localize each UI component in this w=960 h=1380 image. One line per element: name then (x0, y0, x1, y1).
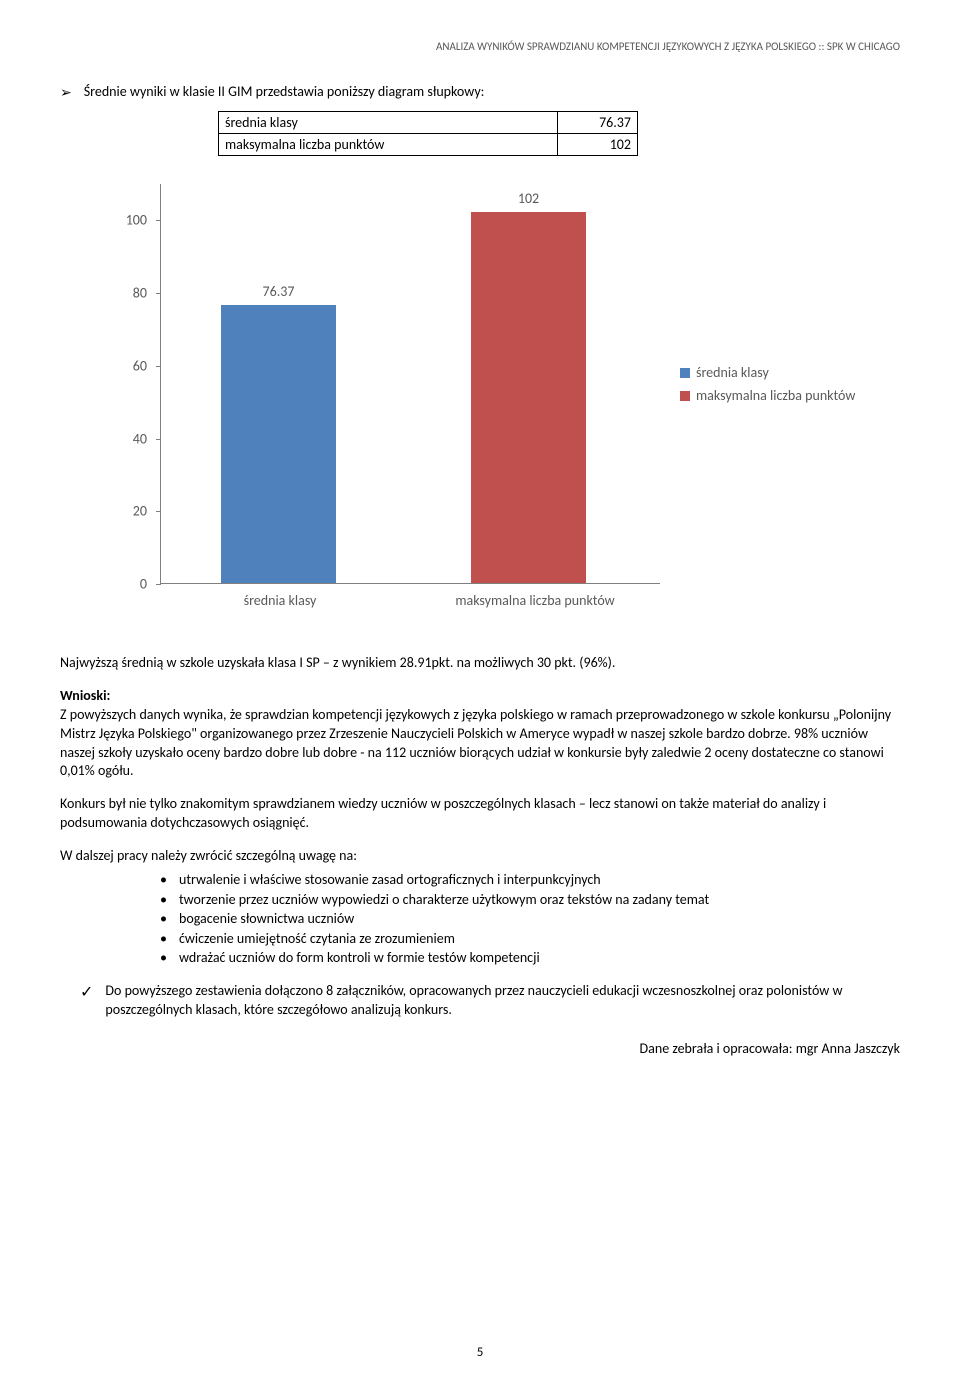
legend-label: maksymalna liczba punktów (696, 387, 855, 404)
conclusions: Wnioski: Z powyższych danych wynika, że … (60, 687, 900, 781)
list-item: bogacenie słownictwa uczniów (160, 909, 900, 929)
paragraph-highest: Najwyższą średnią w szkole uzyskała klas… (60, 654, 900, 673)
y-tick-label: 80 (133, 285, 147, 302)
table-cell-label: maksymalna liczba punktów (219, 134, 558, 156)
list-item: wdrażać uczniów do form kontroli w formi… (160, 948, 900, 968)
y-axis: 020406080100 (100, 184, 155, 584)
y-tick-label: 60 (133, 357, 147, 374)
legend-swatch (680, 368, 690, 378)
y-tick-label: 100 (126, 212, 147, 229)
recommendations-list: utrwalenie i właściwe stosowanie zasad o… (60, 870, 900, 968)
bar-chart: 0 20 40 60 80 100 76.37 102 średnia klasy maksy… (100, 164, 860, 624)
chart-bar: 76.37 (221, 305, 336, 583)
list-item: ćwiczenie umiejętność czytania ze zrozum… (160, 929, 900, 949)
list-item: tworzenie przez uczniów wypowiedzi o cha… (160, 890, 900, 910)
table-cell-value: 76.37 (558, 112, 638, 134)
paragraph-konkurs: Konkurs był nie tylko znakomitym sprawdz… (60, 795, 900, 833)
page-number: 5 (477, 1345, 484, 1360)
chart-legend: średnia klasy maksymalna liczba punktów (680, 364, 855, 410)
list-item: utrwalenie i właściwe stosowanie zasad o… (160, 870, 900, 890)
y-tick-label: 20 (133, 503, 147, 520)
wnioski-heading: Wnioski: (60, 687, 110, 704)
wnioski-body: Z powyższych danych wynika, że sprawdzia… (60, 706, 891, 780)
legend-label: średnia klasy (696, 364, 769, 381)
attachment-text: Do powyższego zestawienia dołączono 8 za… (105, 982, 900, 1020)
intro-text: Średnie wyniki w klasie II GIM przedstaw… (84, 83, 485, 100)
bar-value-label: 102 (471, 190, 586, 207)
summary-table: średnia klasy 76.37 maksymalna liczba pu… (218, 111, 638, 156)
chart-bar: 102 (471, 212, 586, 583)
table-cell-value: 102 (558, 134, 638, 156)
table-cell-label: średnia klasy (219, 112, 558, 134)
signature: Dane zebrała i opracowała: mgr Anna Jasz… (60, 1040, 900, 1057)
check-icon: ✓ (80, 982, 93, 1004)
legend-item: maksymalna liczba punktów (680, 387, 855, 404)
bar-value-label: 76.37 (221, 283, 336, 300)
list-intro: W dalszej pracy należy zwrócić szczególn… (60, 847, 900, 866)
category-label: maksymalna liczba punktów (435, 592, 635, 609)
category-label: średnia klasy (200, 592, 360, 609)
attachment-note: ✓ Do powyższego zestawienia dołączono 8 … (60, 982, 900, 1020)
y-tick-label: 0 (140, 576, 147, 593)
legend-item: średnia klasy (680, 364, 855, 381)
y-tick-label: 40 (133, 430, 147, 447)
intro-line: ➢ Średnie wyniki w klasie II GIM przedst… (60, 83, 900, 101)
document-header: ANALIZA WYNIKÓW SPRAWDZIANU KOMPETENCJI … (60, 40, 900, 53)
legend-swatch (680, 391, 690, 401)
arrow-icon: ➢ (60, 84, 72, 101)
plot-area: 76.37 102 (160, 184, 660, 584)
